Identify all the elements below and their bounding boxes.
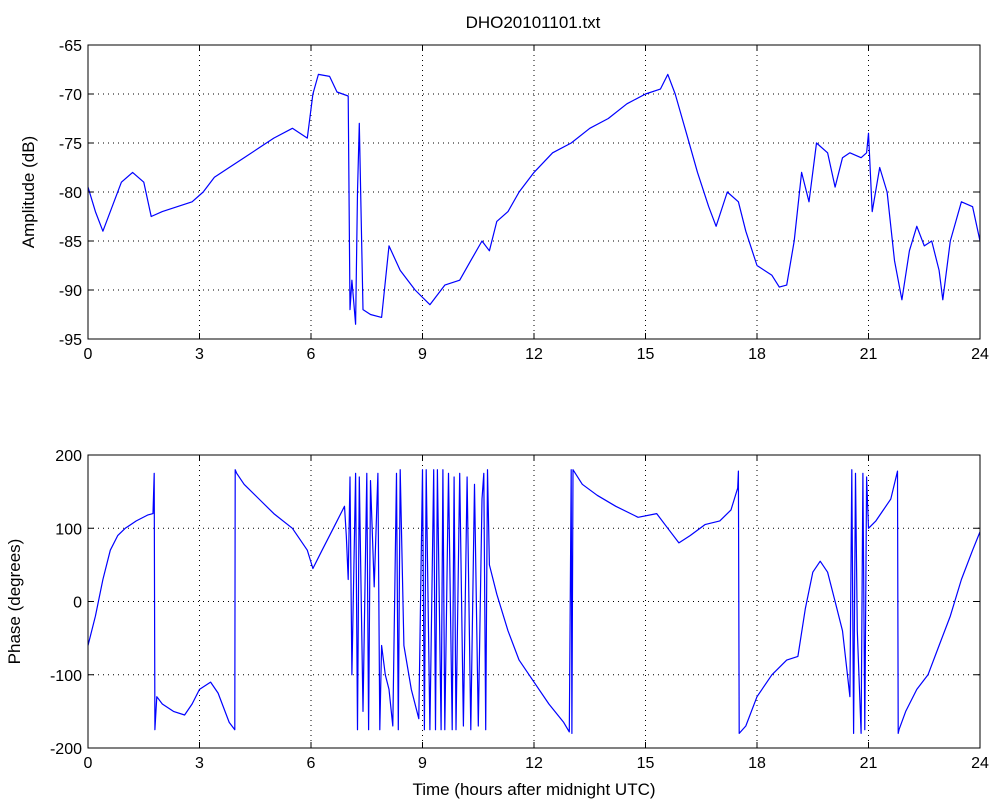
x-tick-label: 15 [637, 346, 655, 363]
y-tick-label: -65 [59, 38, 82, 55]
x-axis-label: Time (hours after midnight UTC) [412, 780, 655, 799]
x-tick-label: 9 [418, 346, 427, 363]
amplitude-panel: 0 3 6 9 12 15 18 21 24 -95 -90 -85 -80 -75 -70 -65 Ampli… [19, 38, 989, 363]
x-tick-label: 15 [637, 755, 655, 772]
y-tick-label: -85 [59, 234, 82, 251]
x-tick-label: 18 [748, 346, 766, 363]
y-tick-label: 100 [55, 521, 82, 538]
x-tick-label: 12 [525, 755, 543, 772]
x-tick-label: 3 [195, 755, 204, 772]
y-tick-label: -75 [59, 136, 82, 153]
y-axis-label: Amplitude (dB) [19, 136, 38, 248]
x-tick-label: 12 [525, 346, 543, 363]
y-axis-label: Phase (degrees) [5, 539, 24, 665]
x-tick-label: 0 [84, 755, 93, 772]
x-tick-label: 9 [418, 755, 427, 772]
x-tick-label: 0 [84, 346, 93, 363]
amplitude-series-line [88, 73, 980, 325]
phase-panel: 0 3 6 9 12 15 18 21 24 -200 -100 0 100 200 Phase (degr… [5, 448, 989, 799]
x-tick-label: 21 [860, 755, 878, 772]
y-tick-label: -70 [59, 87, 82, 104]
chart-title: DHO20101101.txt [466, 13, 601, 32]
y-tick-label: 0 [73, 595, 82, 612]
x-tick-label: 6 [307, 346, 316, 363]
x-tick-label: 18 [748, 755, 766, 772]
x-tick-label: 6 [307, 755, 316, 772]
x-tick-label: 3 [195, 346, 204, 363]
x-tick-label: 24 [971, 346, 989, 363]
y-tick-label: -80 [59, 185, 82, 202]
y-tick-label: -100 [50, 668, 82, 685]
x-tick-label: 24 [971, 755, 989, 772]
y-tick-label: 200 [55, 448, 82, 465]
y-tick-label: -200 [50, 741, 82, 758]
x-tick-label: 21 [860, 346, 878, 363]
y-tick-label: -90 [59, 283, 82, 300]
phase-series-line [88, 469, 980, 735]
y-tick-label: -95 [59, 332, 82, 349]
